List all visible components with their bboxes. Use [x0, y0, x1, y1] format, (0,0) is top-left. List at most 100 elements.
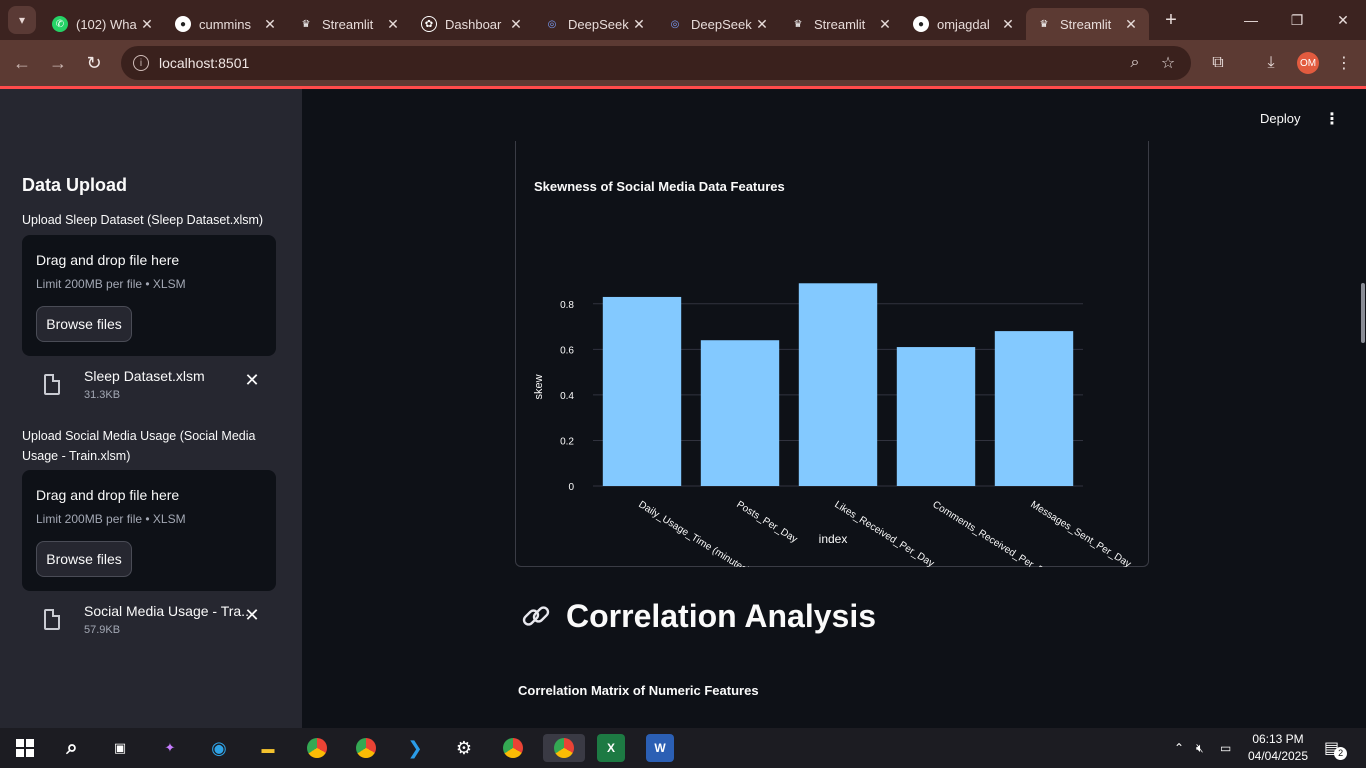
download-icon[interactable]: ⤓	[1267, 54, 1275, 71]
clock-time: 06:13 PM	[1252, 732, 1304, 746]
x-tick-label: Daily_Usage_Time (minutes)	[636, 499, 751, 567]
main-menu-icon[interactable]: ⋮	[1324, 111, 1340, 128]
file-size: 31.3KB	[84, 389, 121, 401]
bookmark-star-icon[interactable]: ☆	[1160, 55, 1176, 72]
tab-label: Dashboar	[445, 16, 502, 32]
volume-muted-icon[interactable]: 🔇︎	[1196, 740, 1204, 755]
file-icon	[44, 609, 60, 630]
browser-tab[interactable]: ● cummins ✕	[165, 8, 288, 40]
taskbar-clock[interactable]: 06:13 PM 04/04/2025	[1246, 731, 1310, 765]
streamlit-icon: ♛	[1039, 18, 1049, 30]
show-hidden-icons-chevron-icon[interactable]: ⌃	[1174, 741, 1185, 755]
uploader-label: Upload Sleep Dataset (Sleep Dataset.xlsm…	[22, 213, 264, 227]
deploy-button[interactable]: Deploy	[1260, 111, 1301, 126]
address-bar[interactable]: i localhost:8501	[121, 46, 1191, 80]
forward-arrow-icon[interactable]: →	[49, 52, 67, 73]
x-tick-label: Messages_Sent_Per_Day	[1028, 499, 1132, 567]
chrome-icon[interactable]	[303, 734, 331, 762]
zoom-icon[interactable]: ⌕	[1130, 54, 1140, 71]
browser-tab[interactable]: ♛ Streamlit ✕	[780, 8, 903, 40]
back-arrow-icon[interactable]: ←	[13, 52, 31, 73]
url-text: localhost:8501	[159, 55, 250, 71]
browser-tab[interactable]: ✆ (102) Wha ✕	[42, 8, 165, 40]
browser-tab[interactable]: ● omjagdal ✕	[903, 8, 1026, 40]
word-icon[interactable]: W	[646, 734, 674, 762]
browser-tab[interactable]: ◎ DeepSeek ✕	[657, 8, 780, 40]
dropzone-limit: Limit 200MB per file • XLSM	[36, 277, 186, 291]
link-icon	[522, 606, 550, 626]
edge-icon[interactable]: ◉	[211, 737, 227, 758]
uploaded-file: Sleep Dataset.xlsm 31.3KB ✕	[40, 368, 270, 408]
browser-menu-icon[interactable]: ⋮	[1336, 55, 1352, 72]
chart-bar	[896, 347, 976, 486]
chart-bar	[602, 296, 682, 486]
tab-label: (102) Wha	[76, 16, 137, 32]
windows-start-icon[interactable]	[11, 734, 39, 762]
file-explorer-icon[interactable]: ▬	[261, 740, 275, 756]
dropzone-limit: Limit 200MB per file • XLSM	[36, 512, 186, 526]
deepseek-icon: ◎	[547, 18, 557, 30]
vscode-icon[interactable]: ❯	[407, 737, 423, 758]
tab-search-chevron-icon[interactable]: ▾	[8, 6, 36, 34]
chart-container: Skewness of Social Media Data Features 0…	[515, 141, 1149, 567]
extensions-icon[interactable]: ⧉	[1212, 54, 1224, 71]
deepseek-icon: ◎	[670, 18, 680, 30]
chrome-active-icon[interactable]	[543, 734, 585, 762]
tab-label: omjagdal	[937, 16, 990, 32]
browse-files-button[interactable]: Browse files	[36, 306, 132, 342]
streamlit-icon: ♛	[793, 18, 803, 30]
section-heading: Correlation Analysis	[520, 594, 876, 638]
chrome-icon[interactable]	[499, 734, 527, 762]
browser-tab[interactable]: ◎ DeepSeek ✕	[534, 8, 657, 40]
close-tab-icon[interactable]: ✕	[879, 15, 891, 32]
browser-tab[interactable]: ✿ Dashboar ✕	[411, 8, 534, 40]
settings-gear-icon[interactable]: ⚙	[455, 737, 473, 758]
x-tick-label: Likes_Received_Per_Day	[832, 499, 935, 567]
reload-icon[interactable]: ↻	[86, 52, 102, 73]
tab-label: Streamlit	[1060, 16, 1112, 32]
subheading: Correlation Matrix of Numeric Features	[518, 683, 759, 698]
remove-file-icon[interactable]: ✕	[244, 605, 260, 625]
file-dropzone[interactable]: Drag and drop file here Limit 200MB per …	[22, 470, 276, 591]
y-tick-label: 0.2	[560, 436, 574, 447]
tab-label: DeepSeek	[568, 16, 629, 32]
browse-files-button[interactable]: Browse files	[36, 541, 132, 577]
taskbar: ⌕ ▣ ✦ ◉ ▬ ❯ ⚙ X W ⌃ 🔇︎ ▭ 06:13 PM 04/04/…	[0, 728, 1366, 768]
close-tab-icon[interactable]: ✕	[756, 15, 768, 32]
chart-bar	[700, 340, 780, 486]
task-view-icon[interactable]: ▣	[113, 740, 127, 755]
excel-icon[interactable]: X	[597, 734, 625, 762]
chrome-icon[interactable]	[352, 734, 380, 762]
page-scrollbar[interactable]	[1361, 283, 1365, 343]
close-tab-icon[interactable]: ✕	[633, 15, 645, 32]
site-info-icon[interactable]: i	[133, 55, 149, 71]
bar-chart[interactable]: 0 0.2 0.4 0.6 0.8 Daily_Usage_Time (minutes)P…	[516, 141, 1150, 567]
network-icon[interactable]: ▭	[1220, 741, 1232, 755]
close-window-icon[interactable]: ✕	[1337, 11, 1349, 28]
search-icon[interactable]: ⌕	[66, 736, 78, 759]
browser-tab[interactable]: ♛ Streamlit ✕	[288, 8, 411, 40]
close-tab-icon[interactable]: ✕	[264, 15, 276, 32]
minimize-icon[interactable]: —	[1244, 12, 1258, 28]
y-tick-label: 0.4	[560, 391, 574, 402]
notifications-icon[interactable]: ▤ 2	[1324, 728, 1348, 768]
close-tab-icon[interactable]: ✕	[141, 15, 153, 32]
file-name: Social Media Usage - Tra...	[84, 603, 253, 619]
uploader-label: Upload Social Media Usage (Social Media …	[22, 429, 256, 463]
close-tab-icon[interactable]: ✕	[1002, 15, 1014, 32]
browser-tab-active[interactable]: ♛ Streamlit ✕	[1026, 8, 1149, 40]
restore-icon[interactable]: ❐	[1290, 11, 1304, 28]
tab-label: cummins	[199, 16, 252, 32]
close-tab-icon[interactable]: ✕	[510, 15, 522, 32]
file-dropzone[interactable]: Drag and drop file here Limit 200MB per …	[22, 235, 276, 356]
profile-avatar[interactable]: OM	[1297, 52, 1319, 74]
close-tab-icon[interactable]: ✕	[1125, 15, 1137, 32]
new-tab-plus-icon[interactable]: +	[1165, 8, 1177, 31]
remove-file-icon[interactable]: ✕	[244, 370, 260, 390]
file-name: Sleep Dataset.xlsm	[84, 368, 205, 384]
copilot-icon[interactable]: ✦	[164, 740, 176, 755]
section-heading-text: Correlation Analysis	[566, 597, 877, 634]
close-tab-icon[interactable]: ✕	[387, 15, 399, 32]
dropzone-title: Drag and drop file here	[36, 252, 180, 268]
y-tick-label: 0	[568, 482, 574, 493]
